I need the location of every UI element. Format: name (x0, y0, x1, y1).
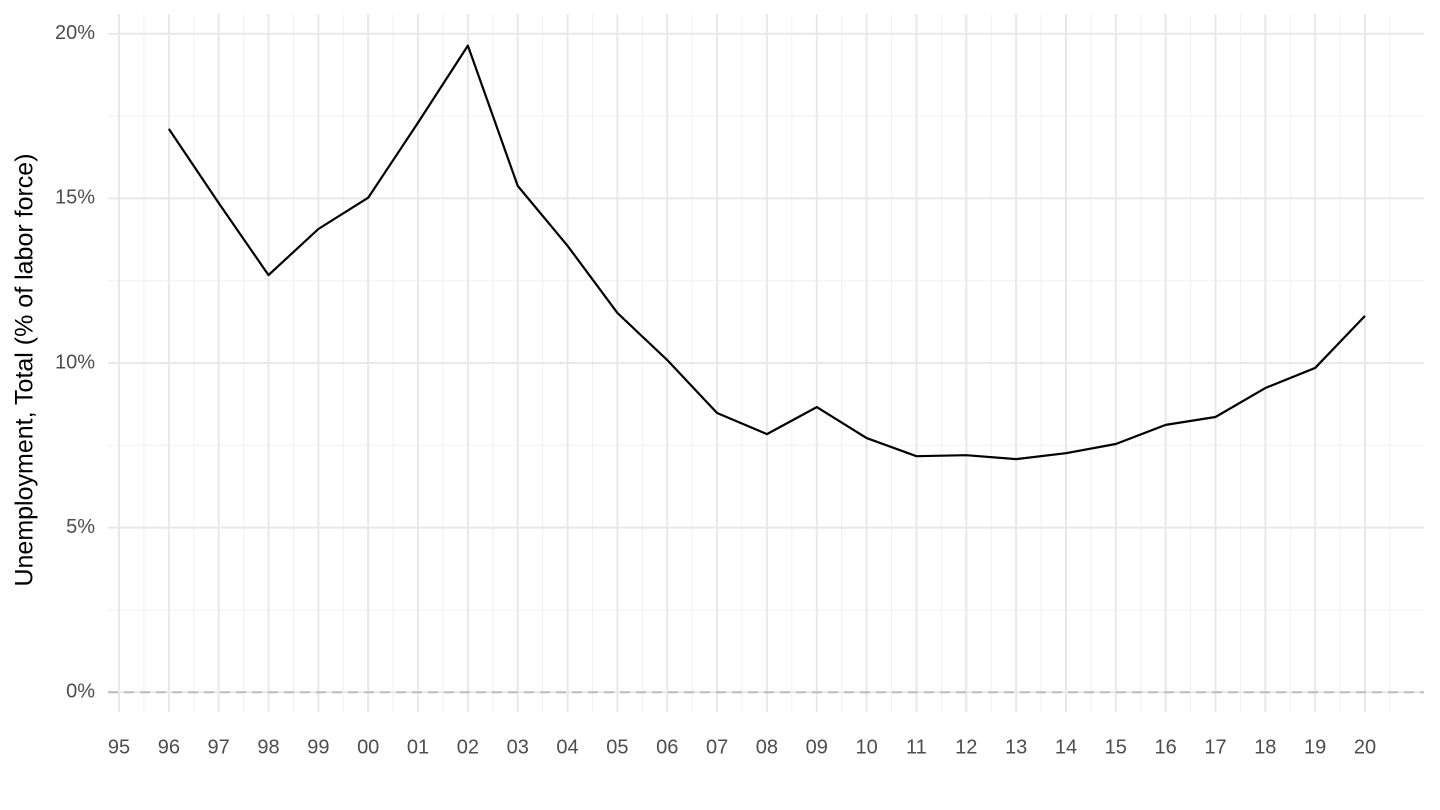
x-tick-label: 13 (1005, 736, 1027, 758)
x-tick-label: 15 (1105, 736, 1127, 758)
x-tick-label: 09 (806, 736, 828, 758)
x-tick-label: 98 (257, 736, 279, 758)
y-axis-label: Unemployment, Total (% of labor force) (11, 153, 39, 586)
x-tick-label: 11 (906, 736, 927, 758)
x-tick-label: 96 (158, 736, 180, 758)
y-tick-label: 15% (55, 187, 95, 209)
x-tick-label: 05 (606, 736, 628, 758)
x-tick-label: 10 (855, 736, 877, 758)
x-tick-label: 07 (706, 736, 728, 758)
x-tick-label: 18 (1254, 736, 1276, 758)
x-tick-label: 17 (1204, 736, 1226, 758)
x-tick-label: 08 (756, 736, 778, 758)
x-tick-label: 04 (556, 736, 578, 758)
y-tick-label: 5% (66, 516, 95, 538)
x-tick-label: 14 (1055, 736, 1077, 758)
data-line (167, 44, 1366, 461)
x-tick-label: 02 (457, 736, 479, 758)
x-tick-label: 12 (955, 736, 977, 758)
x-tick-label: 03 (507, 736, 529, 758)
x-tick-label: 16 (1155, 736, 1177, 758)
x-tick-label: 19 (1304, 736, 1326, 758)
x-tick-label: 06 (656, 736, 678, 758)
y-tick-label: 0% (66, 681, 95, 703)
x-tick-label: 99 (307, 736, 329, 758)
x-tick-label: 97 (208, 736, 230, 758)
x-tick-label: 20 (1354, 736, 1376, 758)
x-tick-label: 01 (407, 736, 429, 758)
x-tick-label: 00 (357, 736, 379, 758)
y-tick-label: 20% (55, 22, 95, 44)
x-tick-label: 95 (108, 736, 130, 758)
y-tick-label: 10% (55, 351, 95, 373)
